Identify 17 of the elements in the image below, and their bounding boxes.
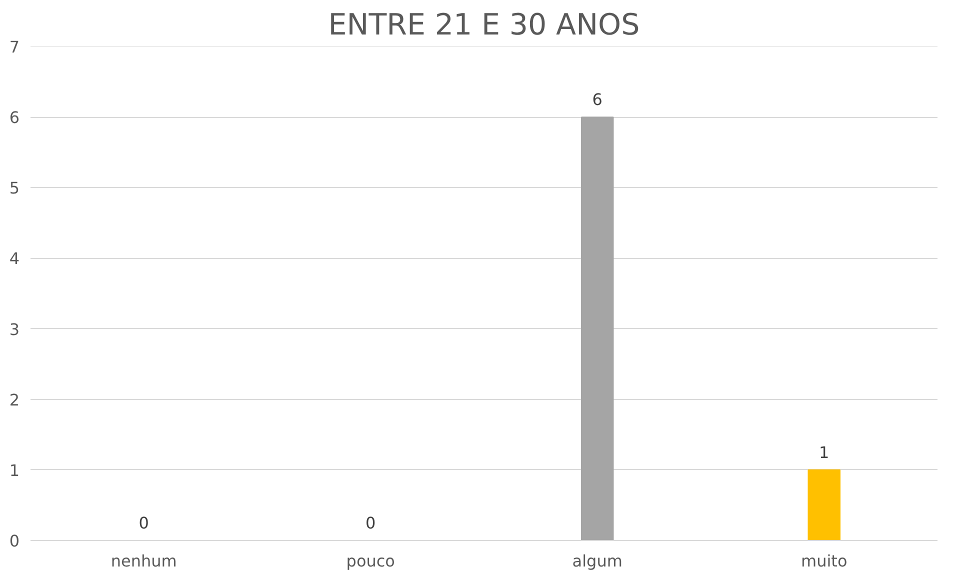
y-tick-label: 3 bbox=[9, 320, 20, 339]
y-tick-label: 7 bbox=[9, 38, 20, 56]
data-label: 6 bbox=[592, 90, 602, 110]
data-label: 1 bbox=[819, 442, 830, 462]
data-label: 0 bbox=[366, 514, 376, 532]
y-tick-label: 5 bbox=[9, 178, 20, 198]
x-tick-label: pouco bbox=[346, 552, 395, 570]
y-tick-label: 1 bbox=[9, 460, 20, 480]
data-label: 0 bbox=[138, 514, 149, 532]
y-tick-label: 2 bbox=[9, 390, 20, 410]
x-tick-label: algum bbox=[572, 552, 622, 570]
x-tick-label: nenhum bbox=[110, 552, 177, 570]
chart-title: ENTRE 21 E 30 ANOS bbox=[328, 8, 640, 42]
y-tick-label: 4 bbox=[9, 249, 20, 268]
y-tick-label: 0 bbox=[9, 532, 20, 550]
x-tick-label: muito bbox=[801, 552, 848, 570]
y-tick-label: 6 bbox=[9, 108, 20, 128]
